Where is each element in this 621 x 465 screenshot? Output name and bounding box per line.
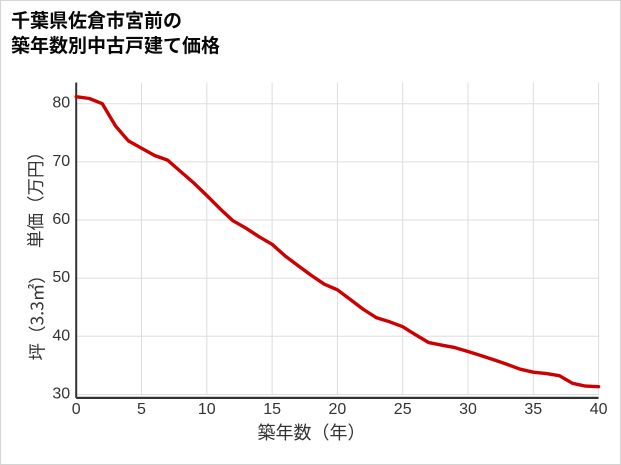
svg-text:25: 25	[394, 401, 412, 418]
svg-text:70: 70	[52, 153, 70, 170]
svg-text:35: 35	[524, 401, 542, 418]
svg-text:40: 40	[52, 327, 70, 344]
svg-text:80: 80	[52, 95, 70, 112]
svg-text:5: 5	[137, 401, 146, 418]
svg-text:10: 10	[198, 401, 216, 418]
svg-text:30: 30	[52, 386, 70, 403]
svg-text:20: 20	[329, 401, 347, 418]
svg-text:0: 0	[72, 401, 81, 418]
svg-text:50: 50	[52, 269, 70, 286]
svg-text:40: 40	[590, 401, 608, 418]
svg-text:60: 60	[52, 211, 70, 228]
svg-text:30: 30	[459, 401, 477, 418]
svg-text:15: 15	[263, 401, 281, 418]
